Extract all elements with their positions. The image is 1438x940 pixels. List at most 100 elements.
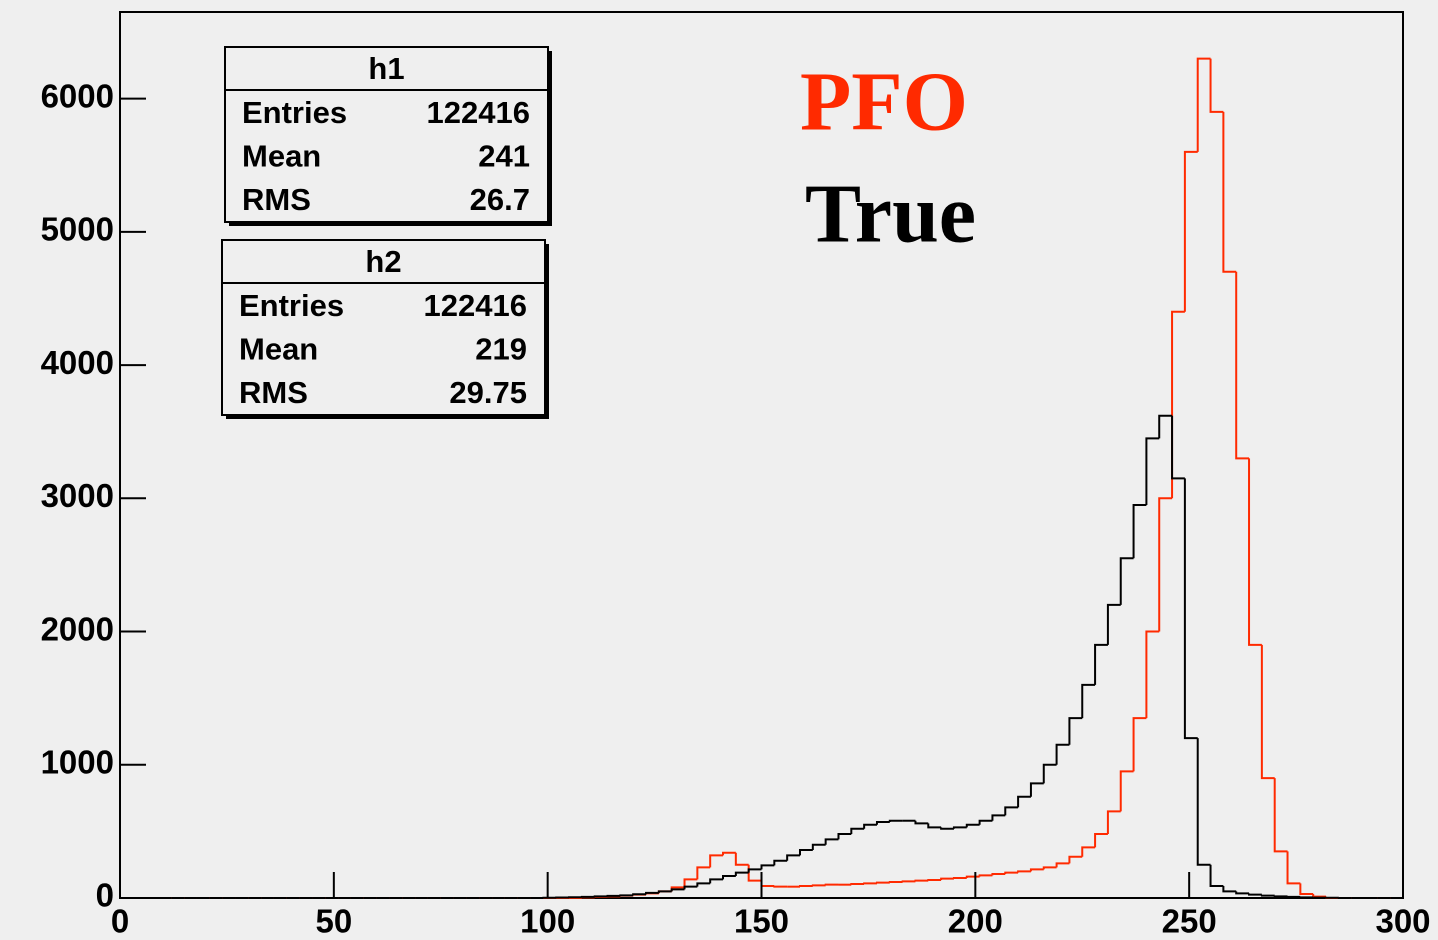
histogram-bin: [1299, 883, 1314, 896]
histogram-bin: [1222, 886, 1237, 893]
histogram-bin: [1273, 895, 1288, 898]
histogram-bin: [1286, 895, 1301, 898]
stats-value: 122416: [427, 95, 530, 130]
stats-title: h1: [368, 51, 404, 86]
histogram-bin: [1119, 557, 1134, 605]
histogram-bin: [1248, 458, 1262, 646]
histogram-bin: [1004, 806, 1019, 816]
histograms: [120, 57, 1403, 899]
histogram-bin: [850, 883, 865, 886]
histogram-bin: [1235, 271, 1250, 460]
histogram-bin: [850, 827, 865, 835]
y-tick-label: 1000: [41, 743, 114, 780]
histogram-bin: [1196, 57, 1211, 152]
stats-value: 29.75: [449, 375, 527, 410]
histogram-bin: [1055, 743, 1070, 765]
histogram-bin: [1286, 851, 1301, 885]
stats-value: 219: [475, 332, 527, 367]
histogram-bin: [798, 885, 813, 888]
stats-box: [221, 239, 546, 416]
histogram-bin: [606, 894, 621, 897]
histogram-bin: [709, 854, 724, 868]
histogram-bin: [927, 823, 942, 829]
histogram-bin: [1183, 150, 1198, 312]
x-tick-label: 0: [111, 903, 129, 940]
histogram-bin: [734, 852, 749, 866]
histogram-bin: [593, 895, 608, 898]
x-tick-label: 150: [734, 903, 789, 940]
legend-label: True: [805, 167, 976, 260]
histogram-bin: [927, 879, 942, 882]
histogram-bin: [722, 875, 736, 880]
histogram-bin: [1209, 58, 1224, 113]
histogram-bin: [875, 821, 890, 825]
y-tick-label: 0: [96, 877, 114, 914]
histogram-bin: [1273, 778, 1288, 853]
x-tick-label: 300: [1375, 903, 1430, 940]
histogram-bin: [1094, 643, 1108, 685]
stats-value: 26.7: [470, 182, 530, 217]
histogram-bin: [798, 849, 813, 856]
x-tick-label: 100: [520, 903, 575, 940]
histogram-bin: [1145, 630, 1160, 719]
histogram-bin: [1094, 833, 1108, 848]
histogram-bin: [632, 893, 647, 896]
histogram-bin: [952, 826, 967, 829]
histogram-bin: [811, 884, 826, 887]
histogram-bin: [1017, 795, 1031, 808]
x-tick-label: 200: [948, 903, 1003, 940]
y-tick-label: 6000: [41, 77, 114, 114]
stats-box: [224, 46, 549, 223]
histogram-bin: [978, 819, 993, 825]
histogram-bin: [773, 859, 788, 866]
y-tick-label: 3000: [41, 477, 114, 514]
histogram-bin: [786, 854, 800, 861]
histogram-bin: [657, 890, 672, 893]
histogram-bin: [1029, 868, 1044, 872]
histogram-bin: [619, 894, 634, 897]
histogram-bin: [1158, 414, 1173, 439]
histogram-bin: [1183, 478, 1198, 740]
stats-value: 122416: [424, 288, 527, 323]
histogram-bin: [1068, 717, 1083, 745]
histogram-bin: [824, 838, 839, 845]
histogram-bin: [1106, 810, 1121, 835]
histogram-bin: [1068, 855, 1083, 864]
histogram-bin: [811, 843, 826, 851]
histogram-bin: [940, 877, 954, 881]
histogram-bin: [1055, 862, 1070, 868]
histogram-bin: [863, 823, 877, 829]
histogram-bin: [991, 814, 1006, 821]
histogram-bin: [991, 873, 1006, 876]
histogram-bin: [1196, 738, 1211, 866]
histogram-bin: [1171, 415, 1185, 480]
histogram-bin: [1029, 782, 1044, 797]
histogram-bin: [1260, 644, 1275, 780]
histogram-bin: [875, 881, 890, 884]
y-tick-label: 5000: [41, 211, 114, 248]
histogram-bin: [1260, 894, 1275, 897]
stats-value: 241: [478, 139, 530, 174]
histogram-bin: [709, 878, 724, 884]
histogram-bin: [978, 874, 993, 877]
histogram-bin: [1081, 846, 1096, 857]
histogram-bin: [683, 878, 698, 888]
histogram-bin: [734, 871, 749, 877]
histogram-bin: [1209, 864, 1224, 888]
y-tick-label: 2000: [41, 610, 114, 647]
histogram-bin: [901, 880, 916, 883]
histogram-bin: [1042, 763, 1057, 784]
histogram-bin: [914, 820, 929, 825]
histogram-bin: [773, 885, 788, 888]
histogram-bin: [1017, 870, 1031, 873]
histogram-bin: [1004, 871, 1019, 875]
histogram-bin: [1042, 866, 1057, 870]
histogram-bin: [670, 888, 685, 892]
stats-label: RMS: [239, 375, 308, 410]
histogram-bin: [1235, 891, 1250, 895]
histogram-bin: [1106, 603, 1121, 645]
histogram-bin: [645, 891, 659, 895]
histogram-bin: [914, 879, 929, 882]
